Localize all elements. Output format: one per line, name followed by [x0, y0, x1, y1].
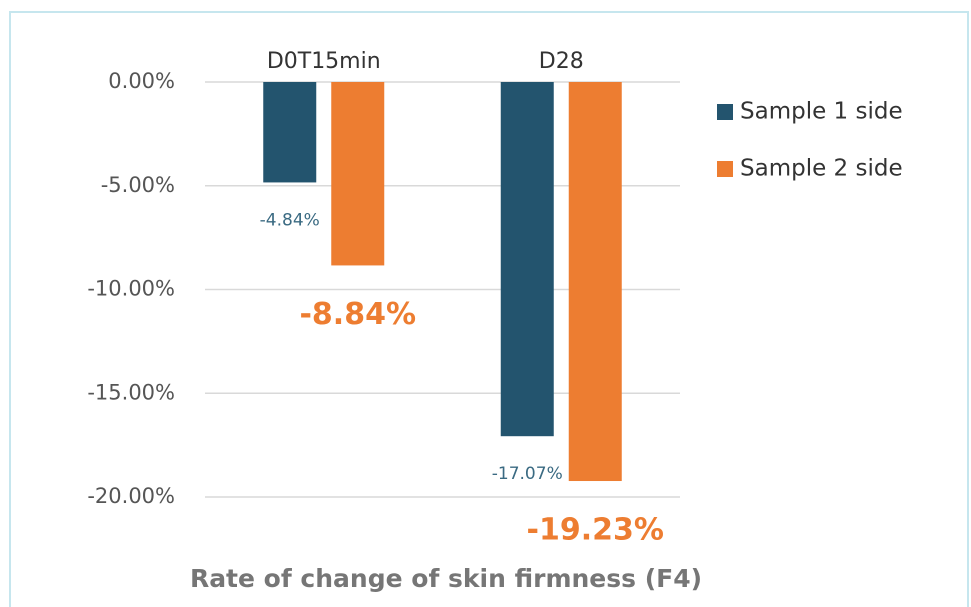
bar: [263, 82, 317, 183]
value-label: -17.07%: [492, 464, 563, 484]
category-label: D0T15min: [267, 49, 381, 74]
legend-label: Sample 1 side: [740, 99, 903, 125]
bar: [568, 82, 622, 482]
legend-swatch: [717, 104, 733, 120]
x-axis-label: Rate of change of skin firmness (F4): [190, 564, 702, 593]
bar: [331, 82, 385, 266]
value-label: -19.23%: [527, 513, 664, 548]
y-tick-label: -20.00%: [87, 484, 175, 508]
legend-label: Sample 2 side: [740, 156, 903, 182]
y-tick-label: -5.00%: [101, 173, 175, 197]
y-tick-label: -15.00%: [87, 380, 175, 404]
category-label: D28: [539, 49, 584, 74]
y-tick-label: -10.00%: [87, 277, 175, 301]
y-tick-label: 0.00%: [108, 69, 175, 93]
frame: [9, 11, 969, 607]
bar: [500, 82, 554, 437]
value-label: -8.84%: [299, 297, 416, 332]
legend-swatch: [717, 161, 733, 177]
value-label: -4.84%: [260, 210, 320, 230]
